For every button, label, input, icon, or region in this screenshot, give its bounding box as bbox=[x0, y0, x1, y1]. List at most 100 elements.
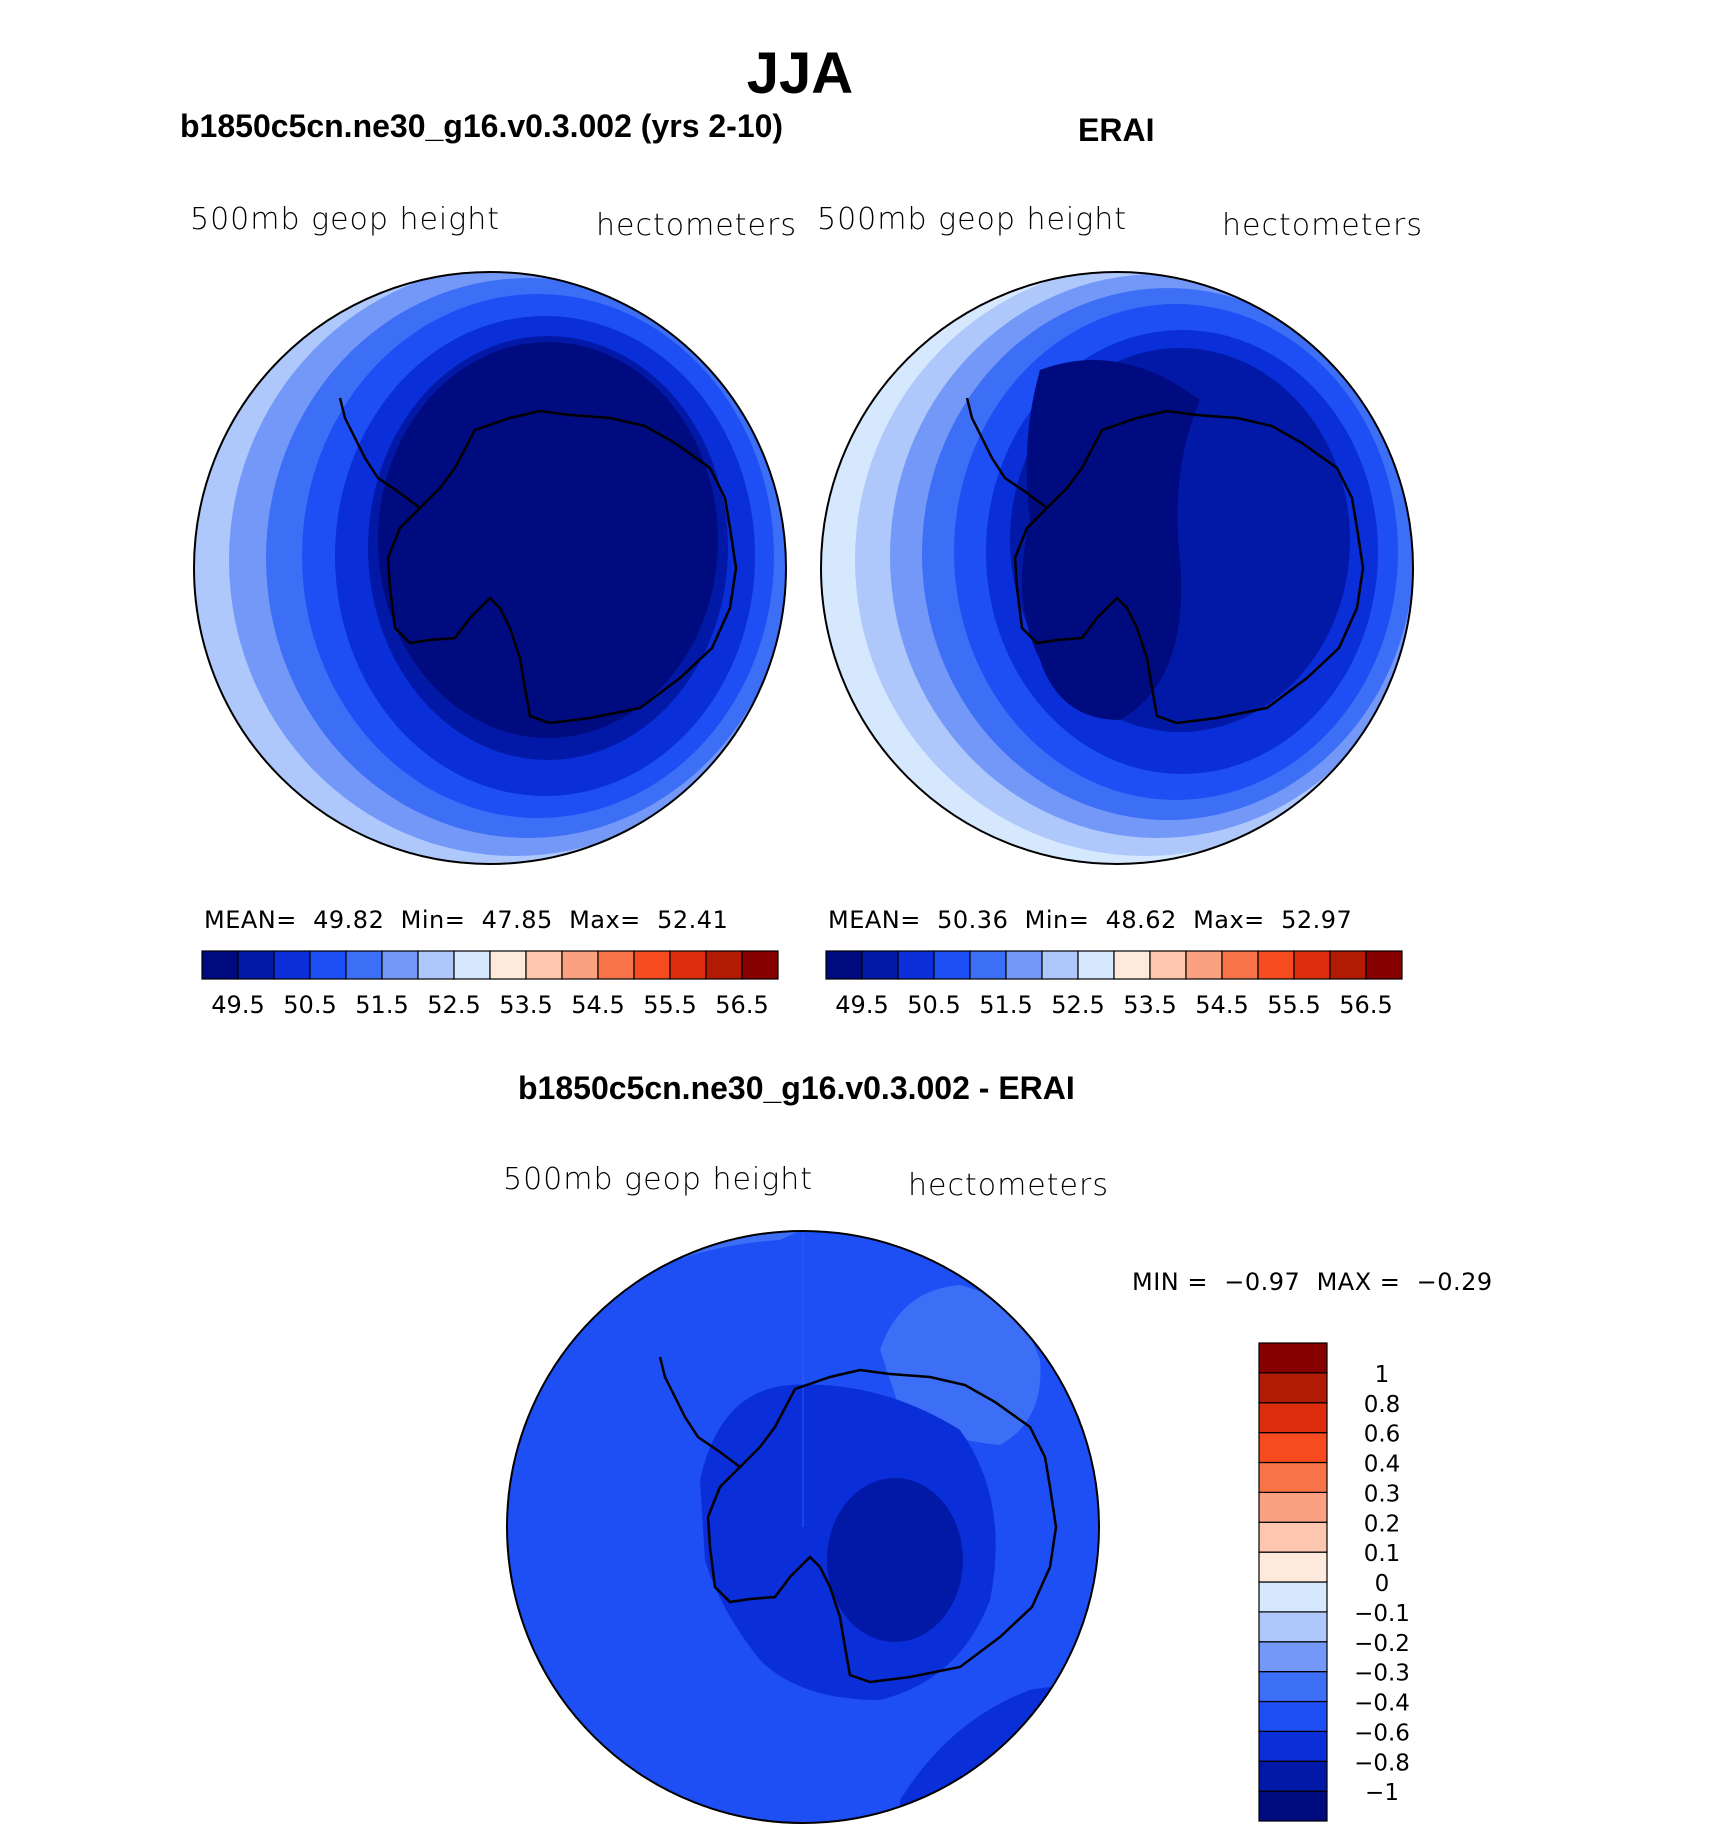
colorbar-swatch bbox=[1257, 950, 1295, 980]
max-value: 52.97 bbox=[1281, 906, 1353, 934]
panel1-title: b1850c5cn.ne30_g16.v0.3.002 (yrs 2-10) bbox=[180, 108, 784, 144]
colorbar-tick-label: 54.5 bbox=[571, 991, 624, 1019]
colorbar-swatch bbox=[1258, 1461, 1328, 1493]
contour-band bbox=[1022, 360, 1200, 720]
figure-title: JJA bbox=[746, 41, 854, 106]
panel2-stats: MEAN= 50.36 Min= 48.62 Max= 52.97 bbox=[828, 906, 1352, 934]
colorbar-swatch bbox=[1005, 950, 1043, 980]
min-value: 48.62 bbox=[1105, 906, 1177, 934]
panel3-title: b1850c5cn.ne30_g16.v0.3.002 - ERAI bbox=[518, 1070, 1075, 1106]
colorbar-swatch bbox=[489, 950, 527, 980]
colorbar-swatch bbox=[969, 950, 1007, 980]
panel3-units-label: hectometers bbox=[908, 1168, 1109, 1203]
colorbar-swatch bbox=[345, 950, 383, 980]
colorbar-tick-label: −0.8 bbox=[1354, 1750, 1410, 1776]
panel2-map bbox=[821, 272, 1413, 864]
min-value: −0.97 bbox=[1224, 1268, 1301, 1296]
colorbar-swatch bbox=[705, 950, 743, 980]
colorbar-tick-label: 51.5 bbox=[979, 991, 1032, 1019]
colorbar-tick-label: 52.5 bbox=[1051, 991, 1104, 1019]
colorbar-swatch bbox=[1041, 950, 1079, 980]
colorbar-swatch bbox=[1258, 1551, 1328, 1583]
colorbar-swatch bbox=[1258, 1521, 1328, 1553]
colorbar-swatch bbox=[669, 950, 707, 980]
colorbar-swatch bbox=[1258, 1671, 1328, 1703]
colorbar-swatch bbox=[897, 950, 935, 980]
colorbar-swatch bbox=[1221, 950, 1259, 980]
colorbar-swatch bbox=[309, 950, 347, 980]
colorbar-swatch bbox=[1258, 1790, 1328, 1822]
panel2-map-border bbox=[820, 271, 1414, 865]
colorbar-tick-label: 53.5 bbox=[499, 991, 552, 1019]
colorbar-swatch bbox=[1258, 1581, 1328, 1613]
colorbar-swatch bbox=[1258, 1491, 1328, 1523]
panel2-colorbar: 49.5 50.5 51.5 52.5 53.5 54.5 55.5 56.5 bbox=[825, 950, 1403, 1019]
colorbar-swatch bbox=[1258, 1730, 1328, 1762]
colorbar-swatch bbox=[1258, 1700, 1328, 1732]
colorbar-tick-label: −0.3 bbox=[1354, 1661, 1410, 1687]
mean-label: MEAN= bbox=[204, 906, 297, 934]
colorbar-tick-label: −0.1 bbox=[1354, 1601, 1410, 1627]
colorbar-swatch bbox=[1329, 950, 1367, 980]
min-label: MIN = bbox=[1132, 1268, 1208, 1296]
colorbar-tick-label: 0 bbox=[1375, 1571, 1390, 1597]
colorbar-swatch bbox=[1113, 950, 1151, 980]
colorbar-swatch bbox=[453, 950, 491, 980]
max-label: MAX = bbox=[1316, 1268, 1401, 1296]
panel1-variable-label: 500mb geop height bbox=[190, 202, 501, 237]
colorbar-swatch bbox=[633, 950, 671, 980]
colorbar-swatch bbox=[1185, 950, 1223, 980]
colorbar-tick-label: 50.5 bbox=[283, 991, 336, 1019]
colorbar-swatch bbox=[525, 950, 563, 980]
colorbar-tick-label: 0.8 bbox=[1364, 1392, 1401, 1418]
colorbar-swatch bbox=[1077, 950, 1115, 980]
colorbar-tick-label: 51.5 bbox=[355, 991, 408, 1019]
colorbar-tick-label: 49.5 bbox=[835, 991, 888, 1019]
max-label: Max= bbox=[569, 906, 641, 934]
colorbar-swatch bbox=[1293, 950, 1331, 980]
colorbar-swatch bbox=[237, 950, 275, 980]
colorbar-swatch bbox=[1258, 1611, 1328, 1643]
colorbar-swatch bbox=[1258, 1760, 1328, 1792]
mean-value: 49.82 bbox=[313, 906, 385, 934]
contour-band bbox=[378, 342, 718, 738]
min-label: Min= bbox=[400, 906, 466, 934]
panel2-title: ERAI bbox=[1078, 112, 1155, 148]
colorbar-tick-label: 0.4 bbox=[1364, 1452, 1401, 1478]
colorbar-swatch bbox=[381, 950, 419, 980]
colorbar-swatch bbox=[825, 950, 863, 980]
colorbar-swatch bbox=[561, 950, 599, 980]
colorbar-swatch bbox=[201, 950, 239, 980]
max-value: −0.29 bbox=[1416, 1268, 1493, 1296]
colorbar-tick-label: 53.5 bbox=[1123, 991, 1176, 1019]
colorbar-tick-label: 52.5 bbox=[427, 991, 480, 1019]
colorbar-swatch bbox=[1258, 1641, 1328, 1673]
colorbar-swatch bbox=[741, 950, 779, 980]
min-value: 47.85 bbox=[481, 906, 553, 934]
panel3-map-border bbox=[506, 1230, 1100, 1824]
colorbar-tick-label: −0.4 bbox=[1354, 1691, 1410, 1717]
panel1-map-border bbox=[193, 271, 787, 865]
colorbar-swatch bbox=[1258, 1402, 1328, 1434]
colorbar-tick-label: 55.5 bbox=[1267, 991, 1320, 1019]
panel3-colorbar: −1 −0.8 −0.6 −0.4 −0.3 −0.2 −0.1 0 0.1 0.2 0.3 0.4 0… bbox=[1258, 1342, 1410, 1822]
colorbar-tick-label: 54.5 bbox=[1195, 991, 1248, 1019]
colorbar-swatch bbox=[933, 950, 971, 980]
colorbar-swatch bbox=[1258, 1342, 1328, 1374]
min-label: Min= bbox=[1024, 906, 1090, 934]
colorbar-swatch bbox=[273, 950, 311, 980]
colorbar-tick-label: 49.5 bbox=[211, 991, 264, 1019]
panel3-variable-label: 500mb geop height bbox=[503, 1162, 814, 1197]
colorbar-tick-label: 50.5 bbox=[907, 991, 960, 1019]
panel2-variable-label: 500mb geop height bbox=[817, 202, 1128, 237]
colorbar-swatch bbox=[1365, 950, 1403, 980]
colorbar-tick-label: 1 bbox=[1375, 1362, 1390, 1388]
colorbar-swatch bbox=[1258, 1372, 1328, 1404]
colorbar-tick-label: −0.6 bbox=[1354, 1720, 1410, 1746]
colorbar-swatch bbox=[861, 950, 899, 980]
colorbar-tick-label: 0.6 bbox=[1364, 1422, 1401, 1448]
panel2-units-label: hectometers bbox=[1222, 208, 1423, 243]
colorbar-tick-label: 0.1 bbox=[1364, 1541, 1401, 1567]
panel1-colorbar: 49.5 50.5 51.5 52.5 53.5 54.5 55.5 56.5 bbox=[201, 950, 779, 1019]
